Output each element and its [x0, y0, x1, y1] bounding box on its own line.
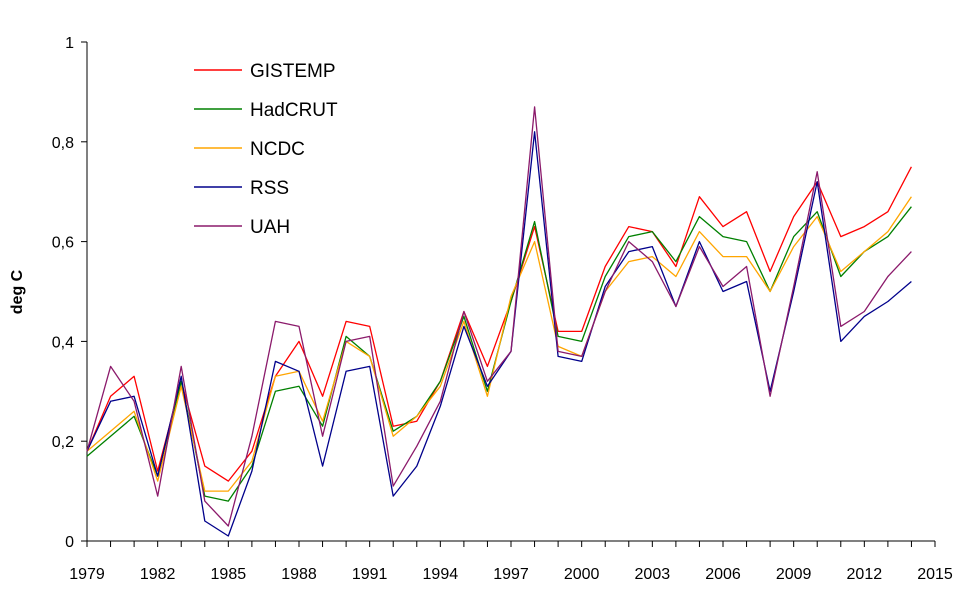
x-tick-label: 2009 — [776, 566, 812, 583]
x-tick-labels: 1979 1982 1985 1988 1991 1994 1997 2000 2003 2006… — [69, 566, 953, 583]
legend-label-uah: UAH — [250, 217, 290, 238]
y-tick-label: 0,4 — [52, 334, 74, 351]
x-tick-label: 1988 — [281, 566, 317, 583]
x-tick-label: 1991 — [352, 566, 388, 583]
legend-label-hadcrut: HadCRUT — [250, 100, 338, 121]
legend-label-ncdc: NCDC — [250, 139, 305, 160]
x-tick-label: 1982 — [140, 566, 176, 583]
x-tick-label: 2006 — [705, 566, 741, 583]
series-line-rss — [86, 131, 912, 537]
series-line-gistemp — [86, 166, 912, 482]
x-tick-label: 2003 — [635, 566, 671, 583]
y-tick-label: 0,6 — [52, 235, 74, 252]
y-tick-labels: 0 0,2 0,4 0,6 0,8 1 — [52, 35, 74, 551]
legend-label-rss: RSS — [250, 178, 289, 199]
x-tick-label: 1985 — [211, 566, 247, 583]
y-tick-label: 0,8 — [52, 135, 74, 152]
series-line-ncdc — [86, 196, 912, 492]
series-line-uah — [86, 106, 912, 527]
y-tick-label: 0 — [65, 534, 74, 551]
y-axis-title: deg C — [9, 269, 26, 314]
y-tick-label: 1 — [65, 35, 74, 52]
series-lines — [86, 106, 912, 537]
series-line-hadcrut — [86, 206, 912, 502]
legend: GISTEMP HadCRUT NCDC RSS UAH — [194, 61, 338, 238]
x-tick-label: 2012 — [847, 566, 883, 583]
x-tick-label: 2015 — [917, 566, 953, 583]
x-tick-label: 1997 — [493, 566, 529, 583]
axes — [81, 41, 936, 547]
x-tick-label: 1979 — [69, 566, 105, 583]
x-tick-label: 2000 — [564, 566, 600, 583]
y-tick-label: 0,2 — [52, 434, 74, 451]
x-tick-label: 1994 — [423, 566, 459, 583]
legend-label-gistemp: GISTEMP — [250, 61, 336, 82]
